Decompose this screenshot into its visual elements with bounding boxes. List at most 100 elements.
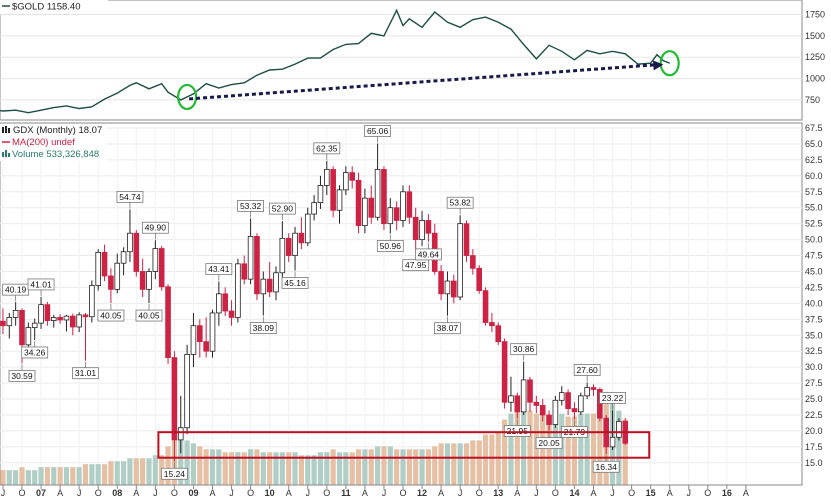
callout-box: [313, 142, 341, 155]
volume-bar: [444, 443, 451, 485]
volume-bar: [292, 452, 298, 485]
x-tick-label: O: [171, 488, 178, 498]
gdx-y-tick-label: 67.5: [805, 123, 823, 133]
candle-body: [546, 414, 552, 425]
gold-y-tick-label: 1250: [805, 52, 825, 62]
gdx-y-tick-label: 65.0: [805, 139, 823, 149]
volume-bar: [305, 455, 311, 485]
candle-body: [400, 191, 406, 221]
callout-value: 54.74: [119, 192, 141, 202]
callout-box: [8, 369, 36, 382]
volume-bar: [400, 449, 406, 485]
volume-bar: [127, 458, 133, 485]
callout-box: [376, 240, 404, 252]
candle-body: [355, 179, 362, 226]
candle-body: [108, 275, 114, 290]
volume-bar: [406, 449, 412, 485]
volume-bar: [101, 464, 108, 485]
gdx-y-tick-label: 57.5: [805, 187, 823, 197]
callout-value: 47.95: [405, 260, 427, 270]
candle-body: [38, 304, 44, 324]
volume-bar: [298, 455, 304, 485]
x-tick-label: A: [209, 488, 215, 498]
volume-bar: [44, 467, 50, 485]
volume-bar: [508, 413, 514, 485]
volume-bar: [209, 449, 216, 485]
candle-body: [495, 325, 502, 343]
gdx-legend-title: GDX (Monthly) 18.07: [13, 125, 102, 136]
candle-body: [590, 387, 597, 390]
x-tick-label: J: [534, 488, 539, 498]
candle-body: [254, 236, 260, 295]
x-tick-label: A: [286, 488, 292, 498]
candle-body: [349, 172, 355, 181]
candle-body: [171, 357, 178, 441]
volume-bar: [248, 449, 254, 485]
volume-bar: [413, 449, 419, 485]
candle-body: [336, 189, 343, 211]
volume-bar: [552, 416, 558, 485]
candle-body: [362, 197, 368, 226]
x-tick-label: A: [667, 488, 673, 498]
volume-bar: [578, 413, 584, 485]
volume-bar: [190, 443, 197, 485]
volume-bar: [362, 449, 368, 485]
volume-bar: [343, 452, 349, 485]
volume-bars: [0, 395, 628, 485]
volume-bar: [114, 461, 120, 485]
candle-body: [31, 322, 38, 329]
candle-body: [127, 232, 133, 253]
candle-body: [514, 395, 521, 413]
volume-bar: [140, 458, 146, 485]
volume-bar: [616, 410, 622, 485]
x-tick-label: 09: [188, 488, 198, 498]
candle-body: [311, 202, 317, 215]
candle-body: [82, 314, 89, 318]
volume-bar: [540, 413, 546, 485]
callout-box: [21, 346, 49, 359]
callout-value: 49.64: [418, 249, 440, 259]
callout-box: [205, 263, 233, 276]
volume-bar: [451, 443, 457, 485]
volume-bar: [260, 452, 266, 485]
volume-bar: [121, 461, 127, 485]
gold-panel-frame: [0, 0, 803, 121]
candle-body: [260, 278, 267, 295]
volume-bar: [432, 446, 438, 485]
gdx-y-tick-label: 37.5: [805, 314, 823, 324]
candlesticks: [0, 143, 629, 462]
candle-body: [247, 236, 254, 280]
volume-legend-label: Volume 533,326,848: [12, 149, 99, 160]
volume-bar: [381, 446, 387, 485]
callout-box: [160, 467, 188, 480]
x-tick-label: A: [362, 488, 368, 498]
x-tick-label: J: [77, 488, 82, 498]
x-tick-label: O: [552, 488, 559, 498]
volume-bar: [89, 464, 95, 485]
volume-bar: [216, 449, 222, 485]
gdx-y-tick-label: 25.0: [805, 394, 823, 404]
candle-body: [6, 317, 13, 327]
candle-body: [266, 278, 273, 293]
candle-body: [425, 220, 432, 234]
callout-box: [97, 309, 125, 322]
gdx-y-tick-label: 32.5: [805, 346, 823, 356]
gdx-legend-bg: [0, 124, 106, 161]
callout-box: [510, 343, 538, 356]
volume-bar: [438, 443, 444, 485]
callout-box: [281, 277, 309, 289]
callout-value: 50.96: [380, 241, 402, 251]
candle-body: [57, 317, 63, 321]
volume-bar: [228, 452, 235, 485]
candle-body: [241, 263, 248, 280]
candle-body: [343, 172, 349, 191]
volume-bar: [425, 449, 431, 485]
candle-body: [146, 271, 152, 290]
x-tick-label: J: [306, 488, 311, 498]
callout-value: 21.95: [507, 426, 529, 436]
candle-body: [387, 207, 394, 225]
candle-body: [381, 169, 387, 225]
candle-body: [539, 405, 546, 416]
volume-bar: [279, 452, 285, 485]
gdx-y-axis: 15.0 17.5 20.0 22.5 25.0 27.5 30.0 32.5 35.0 37.5…: [805, 123, 823, 468]
